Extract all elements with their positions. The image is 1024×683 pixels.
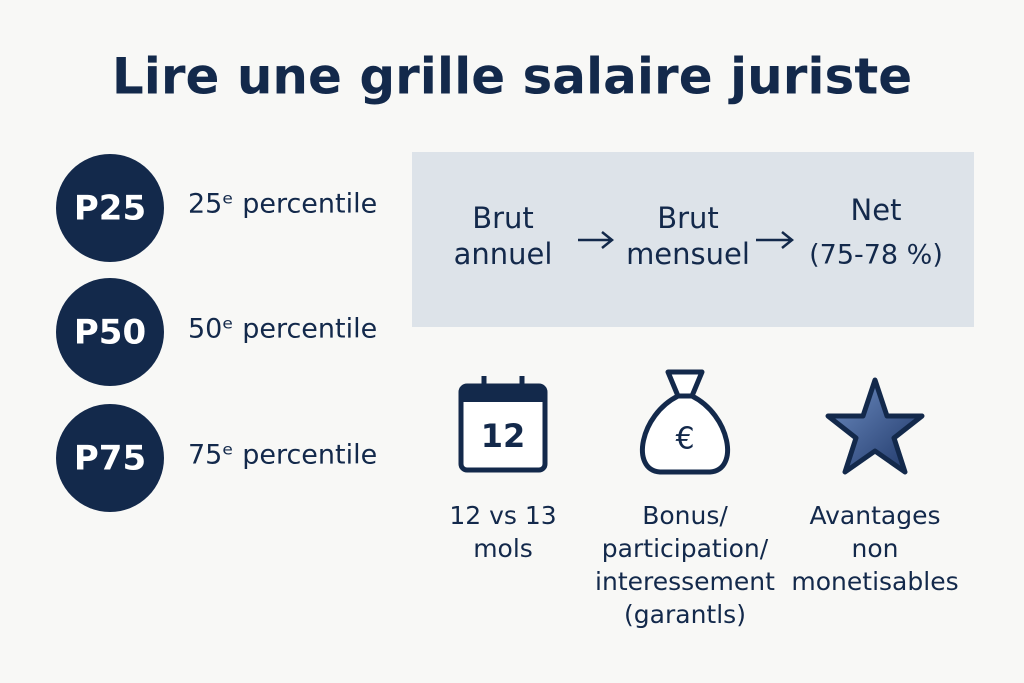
caption: 12 vs 13 <box>449 501 556 530</box>
icon-text: € <box>675 422 694 457</box>
title: Lire une grille salaire juriste <box>112 48 912 106</box>
badge: P75 <box>74 439 146 479</box>
flow-box: Brut annuel Brut mensuel Net (75-78 %) <box>412 152 974 327</box>
badge: P25 <box>74 189 146 229</box>
flow-step: annuel <box>454 237 553 271</box>
flow-step: Brut <box>472 201 534 235</box>
flow-background <box>412 152 974 327</box>
icon-text: 12 <box>481 417 526 455</box>
badge-circle <box>56 404 164 512</box>
badge-circle <box>56 278 164 386</box>
caption: Bonus/ <box>642 501 728 530</box>
badge-circle <box>56 154 164 262</box>
percentile-label: 75ᵉ percentile <box>188 440 377 471</box>
flow-step: Brut <box>657 201 719 235</box>
percentile-label: 50ᵉ percentile <box>188 314 377 345</box>
caption: interessement <box>595 567 775 596</box>
flow-step: mensuel <box>626 237 750 271</box>
money-bag-icon: € <box>639 369 731 475</box>
caption: Avantages <box>810 501 941 530</box>
caption: monetisables <box>791 567 958 596</box>
caption: participation/ <box>602 534 769 563</box>
flow-step: Net <box>851 193 902 227</box>
caption: mols <box>473 534 533 563</box>
percentile-label: 25ᵉ percentile <box>188 189 377 220</box>
percentile-list: P25 25ᵉ percentile P50 50ᵉ percentile P7… <box>56 154 377 512</box>
arrow <box>756 231 795 249</box>
caption: non <box>852 534 899 563</box>
badge: P50 <box>74 313 146 353</box>
caption: (garantls) <box>624 600 746 629</box>
calendar-icon: 12 <box>458 376 548 473</box>
arrow <box>578 231 615 249</box>
icon-captions: 12 vs 13 mols Bonus/ participation/ inte… <box>449 501 958 629</box>
flow-step: (75-78 %) <box>809 240 943 271</box>
star-icon <box>825 377 925 475</box>
